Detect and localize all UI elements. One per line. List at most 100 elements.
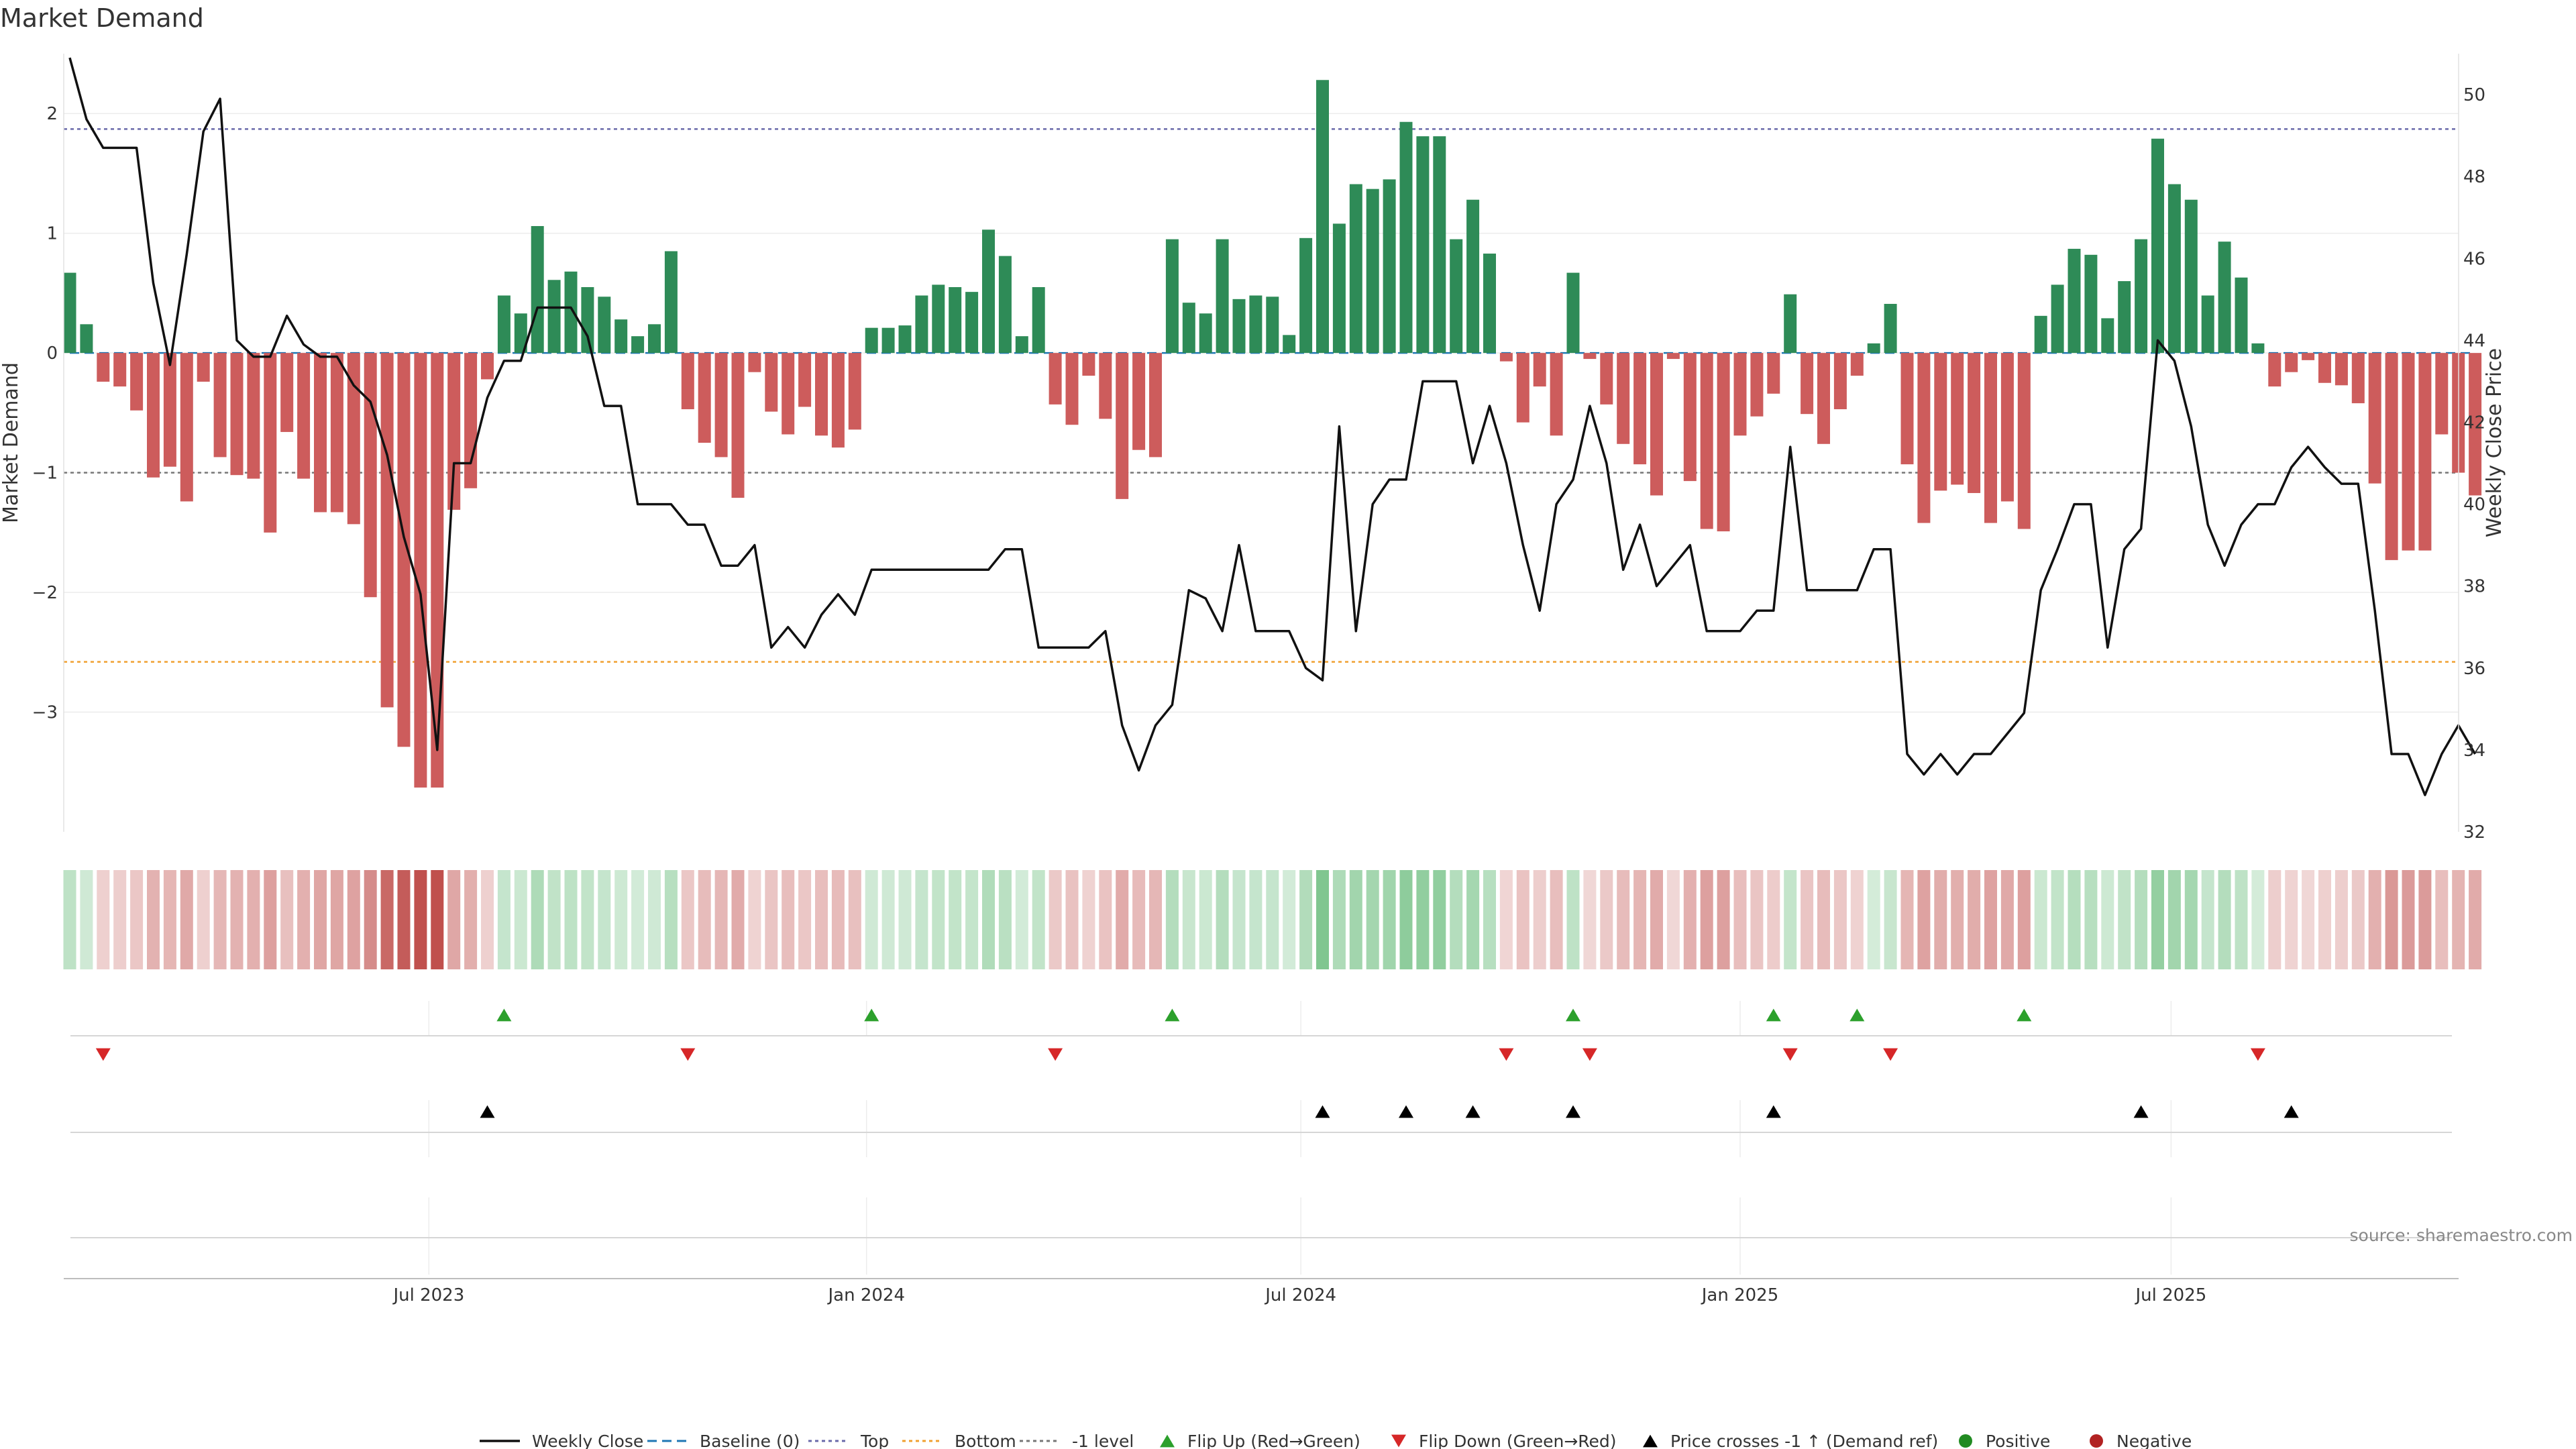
demand-strip-cell xyxy=(631,870,645,969)
demand-strip-cell xyxy=(1266,870,1279,969)
demand-bar xyxy=(1867,343,1880,354)
demand-bar xyxy=(2385,353,2398,560)
demand-strip-cell xyxy=(1767,870,1780,969)
demand-strip-cell xyxy=(130,870,144,969)
price-tick-label: 34 xyxy=(2463,741,2485,761)
legend-swatch-negative xyxy=(2090,1434,2103,1448)
demand-bar xyxy=(547,280,561,354)
flip-up-marker xyxy=(1849,1008,1865,1022)
demand-bar xyxy=(1984,353,1997,523)
demand-bar xyxy=(1633,353,1647,465)
demand-bar xyxy=(1683,353,1697,482)
demand-strip-cell xyxy=(1884,870,1897,969)
demand-bar xyxy=(932,284,945,354)
legend-label: Flip Up (Red→Green) xyxy=(1187,1432,1360,1449)
price-tick-label: 36 xyxy=(2463,659,2485,679)
demand-strip-cell xyxy=(865,870,878,969)
demand-strip-cell xyxy=(982,870,995,969)
demand-bar xyxy=(1884,303,1897,354)
demand-strip-cell xyxy=(531,870,544,969)
demand-strip-cell xyxy=(1833,870,1847,969)
flip-down-marker xyxy=(1782,1048,1798,1061)
demand-strip-cell xyxy=(748,870,761,969)
demand-strip-cell xyxy=(2302,870,2315,969)
demand-bar xyxy=(748,353,761,372)
demand-bar xyxy=(2101,318,2114,354)
price-cross-marker xyxy=(1315,1105,1330,1118)
price-line-group xyxy=(68,57,2477,796)
demand-bar xyxy=(782,353,795,435)
demand-strip-cell xyxy=(1099,870,1112,969)
flip-down-marker xyxy=(2250,1048,2265,1061)
demand-bar xyxy=(598,297,611,354)
signal-markers xyxy=(95,1008,2299,1448)
chart-title: Market Demand xyxy=(0,3,204,33)
demand-bar xyxy=(581,287,594,354)
demand-strip-cell xyxy=(2034,870,2047,969)
demand-strip-cell xyxy=(1165,870,1179,969)
demand-strip-cell xyxy=(547,870,561,969)
demand-strip-cell xyxy=(848,870,861,969)
demand-bar xyxy=(681,353,694,410)
price-cross-marker xyxy=(1766,1105,1781,1118)
demand-strip-cell xyxy=(2218,870,2231,969)
demand-strip-cell xyxy=(1065,870,1079,969)
demand-strip-cell xyxy=(681,870,694,969)
demand-bar xyxy=(881,327,895,354)
demand-bar xyxy=(1132,353,1146,450)
demand-bar xyxy=(414,353,427,788)
demand-bar xyxy=(664,251,678,354)
demand-strip-cell xyxy=(1132,870,1146,969)
demand-strip-cell xyxy=(798,870,812,969)
demand-strip-cell xyxy=(1650,870,1663,969)
flip-up-marker xyxy=(2017,1008,2032,1022)
demand-bar xyxy=(1733,353,1747,436)
legend-label: Baseline (0) xyxy=(700,1432,800,1449)
demand-bar xyxy=(1566,272,1580,354)
legend-swatch-flip-down xyxy=(1391,1434,1406,1448)
demand-strip-cell xyxy=(1600,870,1613,969)
demand-bar xyxy=(1767,353,1780,394)
legend-label: Price crosses -1 ↑ (Demand ref) xyxy=(1670,1432,1938,1449)
demand-strip-cell xyxy=(1934,870,1947,969)
demand-strip-cell xyxy=(97,870,110,969)
demand-bar xyxy=(180,353,193,502)
demand-bar xyxy=(80,324,93,354)
demand-strip-cell xyxy=(1416,870,1430,969)
demand-bar xyxy=(1249,295,1263,354)
demand-strip-cell xyxy=(1366,870,1379,969)
demand-bar xyxy=(1283,335,1296,354)
demand-tick-label: −3 xyxy=(32,703,58,723)
demand-strip-cell xyxy=(881,870,895,969)
demand-bar xyxy=(1666,353,1680,360)
flip-down-marker xyxy=(1883,1048,1898,1061)
demand-bar xyxy=(2135,239,2148,354)
demand-strip-cell xyxy=(2385,870,2398,969)
demand-strip-cell xyxy=(1683,870,1697,969)
price-tick-label: 46 xyxy=(2463,249,2485,269)
demand-bar xyxy=(1700,353,1713,529)
demand-bar xyxy=(1199,313,1212,354)
demand-strip-cell xyxy=(1399,870,1413,969)
demand-bar xyxy=(1399,121,1413,354)
demand-strip-cell xyxy=(2051,870,2064,969)
demand-bar xyxy=(147,353,160,478)
demand-strip-cell xyxy=(2101,870,2114,969)
demand-bar xyxy=(1065,353,1079,425)
demand-bar xyxy=(2318,353,2331,383)
demand-bar xyxy=(280,353,294,432)
demand-strip-cell xyxy=(80,870,93,969)
demand-strip-cell xyxy=(1199,870,1212,969)
demand-bar xyxy=(998,256,1012,354)
demand-strip-cell xyxy=(1383,870,1396,969)
demand-strip-cell xyxy=(2268,870,2282,969)
demand-bar xyxy=(447,353,461,510)
demand-strip-cell xyxy=(1249,870,1263,969)
demand-strip-cell xyxy=(998,870,1012,969)
demand-bar xyxy=(113,353,127,387)
demand-bar xyxy=(1650,353,1663,496)
legend-item-flipup: Flip Up (Red→Green) xyxy=(1187,1432,1360,1449)
demand-strip-cell xyxy=(1784,870,1797,969)
demand-tick-label: 0 xyxy=(46,343,58,364)
